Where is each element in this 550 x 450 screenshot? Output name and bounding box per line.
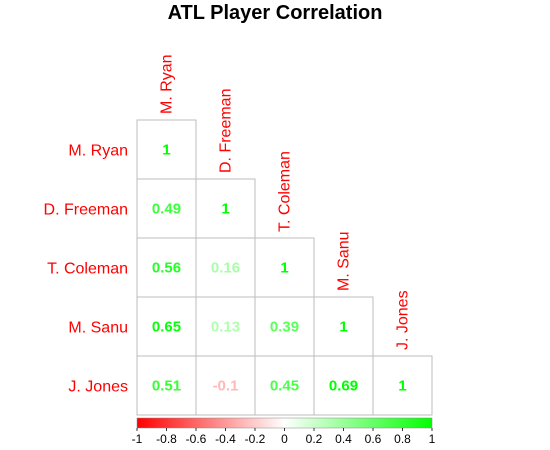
heatmap-cell [195, 296, 256, 357]
row-label: J. Jones [68, 379, 128, 396]
colorbar-gradient [136, 417, 433, 429]
cell-value-label: 0.69 [329, 378, 358, 395]
colorbar-tick-label: -0.4 [215, 432, 236, 446]
row-label: D. Freeman [44, 202, 128, 219]
column-label: M. Ryan [159, 54, 176, 114]
column-label: T. Coleman [277, 151, 294, 232]
heatmap-cell [195, 237, 256, 298]
colorbar-legend: -1 -0.8 -0.6 -0.4 -0.2 0 0.2 0.4 0.6 0.8 1 [132, 417, 436, 446]
row-label: T. Coleman [47, 261, 128, 278]
colorbar-tick-label: 0.2 [306, 432, 323, 446]
heatmap-cell [136, 355, 197, 416]
heatmap-cell [254, 237, 315, 298]
heatmap-cell [313, 296, 374, 357]
column-label: J. Jones [395, 290, 412, 350]
heatmap-cells: 1 0.49 1 0.56 0.16 1 0.65 0.13 0.39 1 0.51 -0.1 0.45… [136, 119, 433, 416]
cell-value-label: 0.39 [270, 319, 299, 336]
heatmap-cell [136, 178, 197, 239]
column-label: M. Sanu [336, 231, 353, 291]
cell-value-label: -0.1 [213, 378, 239, 395]
colorbar-tick-label: -1 [132, 432, 143, 446]
heatmap-cell [313, 355, 374, 416]
cell-value-label: 0.51 [152, 378, 181, 395]
heatmap-cell [136, 119, 197, 180]
chart-title: ATL Player Correlation [168, 2, 383, 24]
colorbar-tick-label: 0 [281, 432, 288, 446]
column-label: D. Freeman [218, 89, 235, 173]
cell-value-label: 0.45 [270, 378, 299, 395]
colorbar-tick-label: -0.6 [186, 432, 207, 446]
colorbar-tick-label: -0.2 [245, 432, 266, 446]
cell-value-label: 1 [162, 142, 170, 159]
cell-value-label: 1 [280, 260, 288, 277]
cell-value-label: 0.65 [152, 319, 181, 336]
heatmap-cell [195, 178, 256, 239]
heatmap-cell [372, 355, 433, 416]
cell-value-label: 0.13 [211, 319, 240, 336]
cell-value-label: 0.56 [152, 260, 181, 277]
cell-value-label: 1 [339, 319, 347, 336]
cell-value-label: 0.49 [152, 201, 181, 218]
row-label: M. Ryan [68, 143, 128, 160]
cell-value-label: 1 [398, 378, 406, 395]
row-label: M. Sanu [68, 320, 128, 337]
row-labels: M. Ryan D. Freeman T. Coleman M. Sanu J. Jon… [44, 143, 128, 396]
cell-value-label: 0.16 [211, 260, 240, 277]
heatmap-cell [136, 237, 197, 298]
cell-value-label: 1 [221, 201, 229, 218]
colorbar-tick-label: -0.8 [156, 432, 177, 446]
heatmap-cell [136, 296, 197, 357]
colorbar-tick-label: 1 [429, 432, 436, 446]
colorbar-tick-label: 0.6 [365, 432, 382, 446]
colorbar-tick-label: 0.4 [335, 432, 352, 446]
colorbar-tick-label: 0.8 [394, 432, 411, 446]
column-labels: M. Ryan D. Freeman T. Coleman M. Sanu J. Jon… [159, 54, 412, 350]
